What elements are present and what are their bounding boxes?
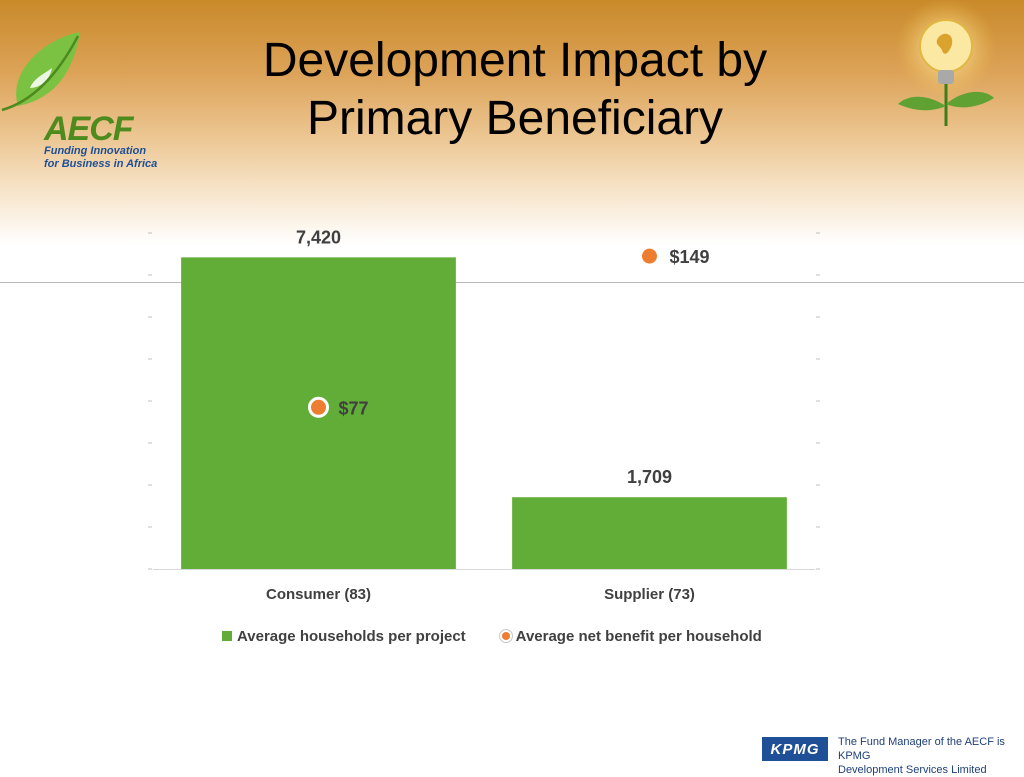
category-label: Supplier (73) — [604, 586, 695, 603]
logo-tagline: Funding Innovation for Business in Afric… — [44, 145, 184, 171]
footer-note-line2: Development Services Limited — [838, 764, 987, 776]
slide-title: Development Impact by Primary Beneficiar… — [150, 32, 880, 148]
marker-series — [308, 245, 660, 418]
chart-axes — [148, 232, 820, 570]
bar-series — [181, 257, 787, 569]
legend-label-households: Average households per project — [237, 627, 466, 645]
category-labels: Consumer (83) Supplier (73) — [266, 586, 695, 603]
logo-tagline-line1: Funding Innovation — [44, 145, 147, 157]
marker-data-label: $149 — [670, 247, 710, 267]
slide-title-line1: Development Impact by — [262, 34, 768, 87]
bar — [512, 497, 787, 569]
header-divider — [0, 282, 1024, 283]
marker-data-labels: $77 $149 — [339, 247, 710, 418]
legend-item-households: Average households per project — [222, 628, 466, 645]
bar-data-label: 1,709 — [627, 467, 672, 487]
footer-note-line1: The Fund Manager of the AECF is KPMG — [838, 736, 1005, 762]
slide-title-line2: Primary Beneficiary — [306, 92, 724, 145]
marker-point — [308, 396, 329, 418]
legend-label-net-benefit: Average net benefit per household — [515, 627, 762, 645]
lightbulb-icon — [896, 0, 996, 126]
leaf-africa-icon — [1, 32, 80, 112]
logo-brand: AECF — [44, 110, 134, 148]
footer-note: The Fund Manager of the AECF is KPMG Dev… — [838, 735, 1024, 777]
marker-point — [639, 245, 660, 267]
bar-data-label: 7,420 — [296, 227, 341, 247]
logo-tagline-line2: for Business in Africa — [44, 158, 158, 170]
marker-data-label: $77 — [339, 398, 369, 418]
aecf-logo: AECF Funding Innovation for Business in … — [0, 28, 160, 170]
chart: 7,420 1,709 $77 $149 Consumer (83) Supplier… — [148, 227, 820, 603]
legend-item-net-benefit: Average net benefit per household — [499, 627, 762, 645]
bar-data-labels: 7,420 1,709 — [296, 227, 672, 487]
legend-swatch-bar — [222, 631, 232, 641]
category-label: Consumer (83) — [266, 586, 371, 603]
header-band — [0, 0, 1024, 285]
lightbulb-decoration — [888, 0, 1024, 170]
legend-swatch-marker — [499, 630, 512, 642]
chart-legend: Average households per project Average n… — [222, 625, 796, 647]
kpmg-logo: KPMG — [762, 737, 828, 761]
